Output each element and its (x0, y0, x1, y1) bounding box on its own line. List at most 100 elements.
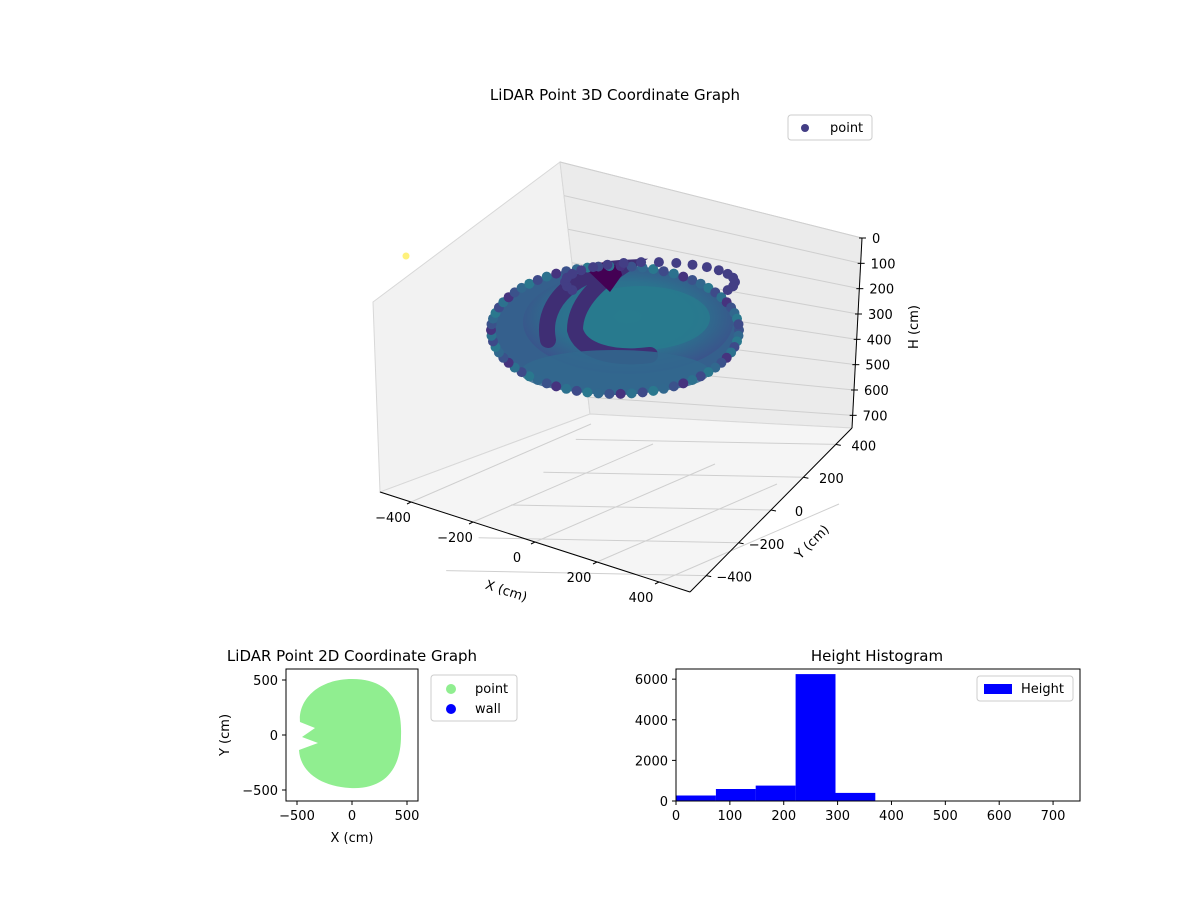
x-tick-label-hist: 600 (987, 809, 1012, 824)
cloud-dot (588, 262, 599, 273)
chart-title-3d: LiDAR Point 3D Coordinate Graph (490, 86, 740, 104)
cloud-dot (524, 278, 535, 289)
x-tick-label-2d: 0 (348, 809, 356, 824)
plot-histogram: Height Histogram 0 100 200 300 400 500 600 7000… (635, 647, 1081, 824)
legend-3d-frame (787, 114, 873, 141)
cloud-dot (541, 271, 552, 282)
legend-3d: point (787, 114, 873, 141)
cloud-dot (593, 388, 604, 399)
cloud-dot (576, 265, 587, 276)
y-tick-label: 200 (819, 472, 844, 487)
grid-line-y (575, 438, 836, 445)
legend-3d-marker (801, 124, 809, 132)
y-tick-mark (738, 542, 744, 545)
cloud-dot (532, 375, 543, 385)
legend-2d: point wall (430, 674, 518, 722)
point-cloud (402, 252, 744, 399)
legend-2d-marker-point (446, 684, 456, 694)
y-tick-mark (706, 575, 712, 578)
z-tick-label: 400 (867, 333, 892, 348)
cloud-dot (524, 371, 535, 382)
cloud-dot (713, 265, 724, 276)
y-tick-label: −200 (749, 538, 785, 553)
x-tick-label-hist: 100 (717, 809, 742, 824)
cloud-front-band (520, 350, 710, 394)
grid-line-y (543, 471, 804, 478)
grid-line-x (596, 483, 778, 563)
y-tick-label-2d: 500 (253, 674, 278, 689)
legend-2d-label-wall: wall (475, 702, 501, 717)
z-tick-label: 200 (869, 283, 894, 298)
y-tick-label-2d: 0 (270, 729, 278, 744)
x-tick-mark (592, 561, 598, 565)
cloud-dot (658, 266, 669, 277)
y-tick-mark (770, 509, 777, 512)
y-axis-label-2d: Y (cm) (218, 714, 233, 757)
cloud-dot (695, 371, 706, 382)
plot-3d: LiDAR Point 3D Coordinate Graph −400 −200… (372, 86, 922, 606)
cloud-dot (668, 268, 679, 279)
histogram-bar (755, 785, 796, 801)
cloud-dot (722, 285, 733, 296)
grid-line-x (472, 443, 654, 523)
cloud-dot (728, 272, 739, 283)
grid-line-z (567, 228, 860, 290)
x-tick-label-hist: 200 (771, 809, 796, 824)
cloud-dot (615, 388, 626, 399)
x-tick-mark (530, 541, 536, 545)
cloud-dot (695, 278, 706, 289)
legend-hist-frame (976, 675, 1074, 702)
grid-line-z (563, 195, 861, 264)
y-tick-label-hist: 2000 (635, 754, 668, 769)
cloud-dot (551, 381, 562, 392)
grid-line-z (559, 161, 863, 239)
cloud-dot (582, 387, 593, 398)
x-tick-label-2d: −500 (279, 809, 315, 824)
legend-hist: Height (976, 675, 1074, 702)
cloud-dot (567, 268, 578, 279)
x-tick-label: −400 (375, 511, 411, 526)
plot-2d: LiDAR Point 2D Coordinate Graph −500 0 500… (218, 647, 518, 846)
cloud-dot (626, 261, 637, 272)
chart-title-2d: LiDAR Point 2D Coordinate Graph (227, 647, 477, 665)
cloud-dot (658, 383, 669, 394)
x-axis-label-3d: X (cm) (483, 578, 529, 606)
y-tick-label: 0 (795, 505, 803, 520)
ticks-2d: −500 0 500 −500 0 500 (242, 674, 419, 824)
y-tick-label-2d: −500 (242, 784, 278, 799)
cloud-dot (687, 259, 698, 270)
cloud-dot (733, 319, 744, 330)
cloud-dot (532, 275, 543, 285)
ticks-3d: −400 −200 0 200 400 −400 −200 0 200 400 0 100 200 300… (375, 232, 895, 606)
cloud-dot (703, 367, 714, 378)
cloud-dot (648, 385, 659, 396)
x-tick-label-2d: 500 (395, 809, 420, 824)
z-tick-label: 100 (871, 257, 896, 272)
cloud-dot (561, 383, 572, 394)
cloud-dot (551, 268, 562, 279)
z-axis-line (851, 237, 863, 429)
cloud-dot (516, 282, 527, 293)
histogram-bar (795, 674, 836, 801)
y-tick-label-hist: 6000 (635, 673, 668, 688)
grid-line-x (410, 423, 592, 503)
grid-line-z (587, 396, 853, 416)
grid-line-x (658, 503, 840, 583)
y-tick-label-hist: 0 (660, 795, 668, 810)
histogram-bar (715, 789, 756, 801)
x-tick-label-hist: 0 (672, 809, 680, 824)
x-tick-mark (468, 521, 474, 525)
x-tick-label-hist: 400 (879, 809, 904, 824)
x-tick-label-hist: 300 (825, 809, 850, 824)
y-tick-label: −400 (716, 571, 752, 586)
cloud-dot (626, 388, 637, 399)
cloud-dot (541, 378, 552, 389)
x-tick-label-hist: 700 (1041, 809, 1066, 824)
cloud-dot (602, 259, 613, 270)
legend-2d-label-point: point (475, 682, 508, 697)
grid-line-y (478, 537, 739, 544)
cloud-dot (678, 271, 689, 282)
histogram-bar (835, 792, 876, 801)
z-tick-label: 0 (872, 232, 880, 247)
